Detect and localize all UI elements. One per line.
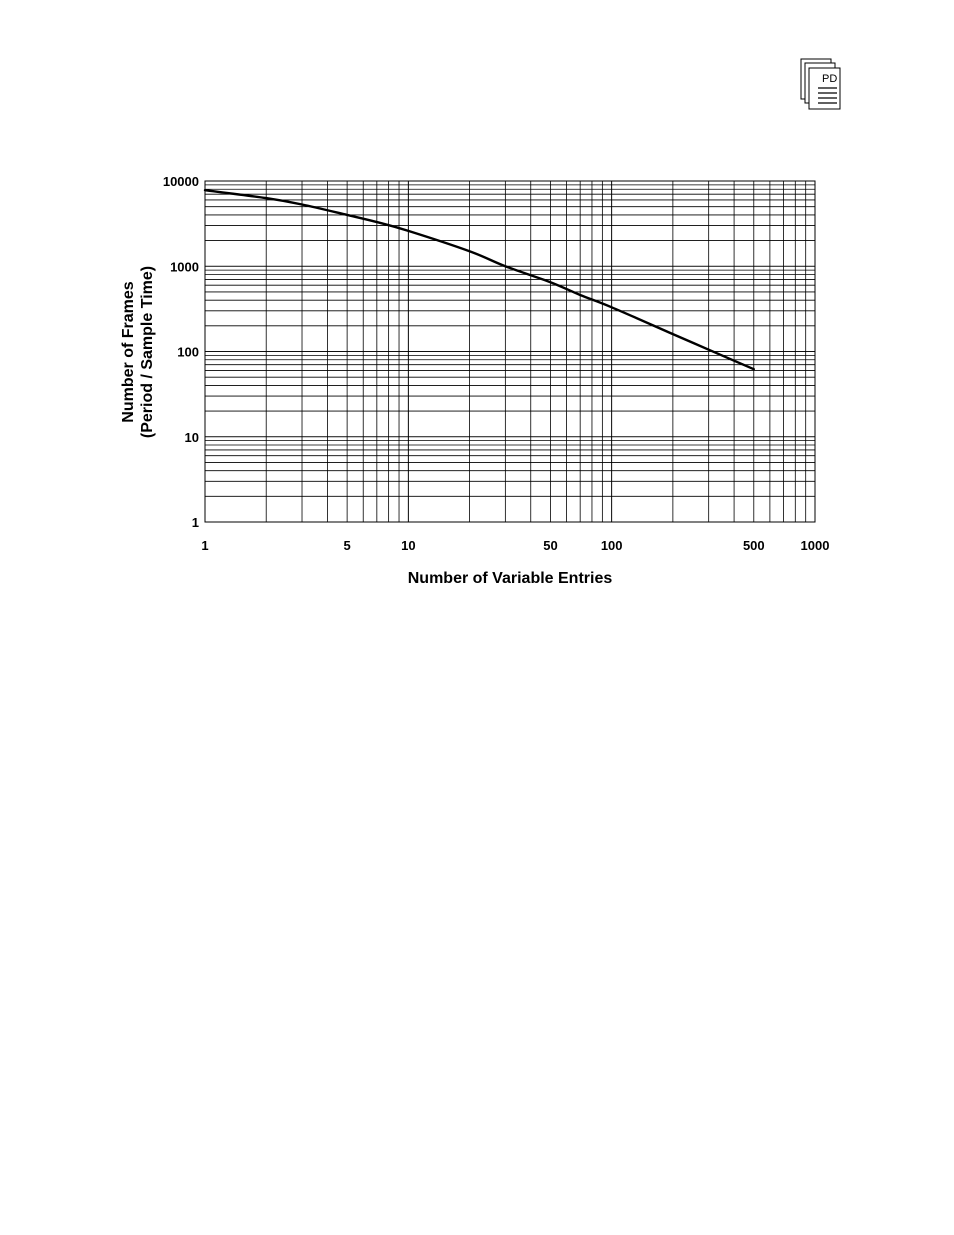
y-tick-label: 1000 xyxy=(170,259,199,274)
y-tick-label: 100 xyxy=(177,345,199,360)
y-axis-title-line-1: Number of Frames xyxy=(120,281,137,422)
y-axis-title-line-2: (Period / Sample Time) xyxy=(139,266,156,438)
x-tick-label: 1 xyxy=(201,538,208,553)
y-tick-label: 10000 xyxy=(163,174,199,189)
x-tick-label: 500 xyxy=(743,538,765,553)
chart: 1 5 10 50 100 500 1000 1 10 100 1000 10000 Number … xyxy=(120,174,829,587)
y-tick-label: 1 xyxy=(192,515,199,530)
y-axis-tick-labels: 1 10 100 1000 10000 xyxy=(163,174,199,530)
x-tick-label: 10 xyxy=(401,538,415,553)
y-tick-label: 10 xyxy=(185,430,199,445)
x-tick-label: 100 xyxy=(601,538,623,553)
x-tick-label: 5 xyxy=(344,538,351,553)
series-line xyxy=(203,189,755,371)
x-tick-label: 50 xyxy=(543,538,557,553)
pd-icon-label: PD xyxy=(822,73,837,85)
plot-frame xyxy=(204,180,816,523)
x-axis-tick-labels: 1 5 10 50 100 500 1000 xyxy=(201,538,829,553)
pd-document-stack-icon: PD xyxy=(800,58,841,110)
x-axis-title: Number of Variable Entries xyxy=(408,570,613,587)
x-tick-label: 1000 xyxy=(801,538,830,553)
grid xyxy=(205,181,815,522)
y-axis-title: Number of Frames (Period / Sample Time) xyxy=(120,266,156,438)
